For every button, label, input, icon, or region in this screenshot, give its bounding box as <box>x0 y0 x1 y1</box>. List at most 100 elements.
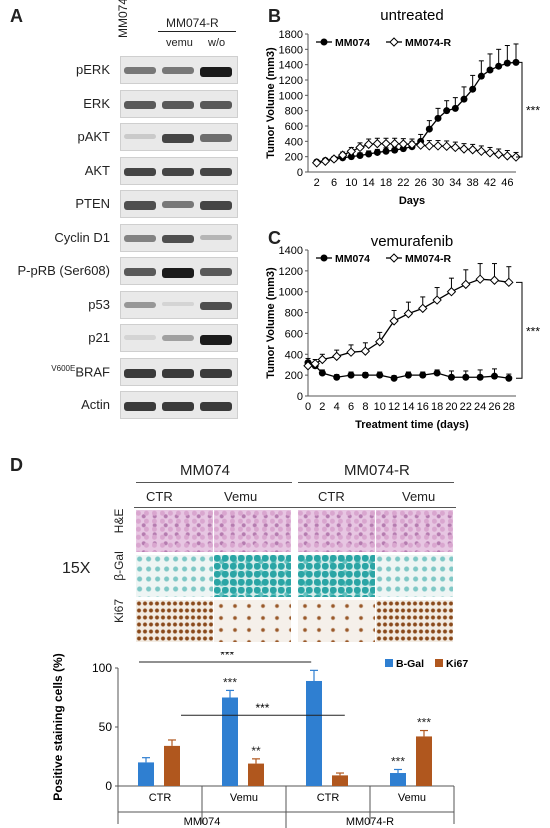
x-tick-label: 28 <box>503 401 515 413</box>
blot-band <box>124 167 156 177</box>
blot-band <box>200 368 232 378</box>
histo-group-mm074: MM074 <box>180 462 231 479</box>
x-tick-label: 4 <box>334 401 340 413</box>
data-point <box>381 138 391 149</box>
significance-label: *** <box>526 104 540 118</box>
significance-label: *** <box>526 324 540 338</box>
blot-band <box>124 301 156 308</box>
data-point <box>461 279 471 290</box>
histo-group-mm074r: MM074-R <box>344 462 410 479</box>
blot-band <box>162 368 194 378</box>
data-point <box>418 303 428 314</box>
series-line-mm074 <box>307 362 509 379</box>
lane-group-label: MM074-R <box>166 16 219 30</box>
data-point <box>310 358 320 369</box>
histo-row-bgal: β-Gal <box>112 551 126 581</box>
significance-label: *** <box>223 675 237 689</box>
legend-marker <box>320 254 328 262</box>
y-tick-label: 600 <box>285 121 303 133</box>
histo-tile-ki67-3 <box>298 600 375 642</box>
group-label: MM074-R <box>346 816 394 828</box>
blot-band <box>124 134 156 139</box>
blot-band <box>162 167 194 177</box>
blot-band <box>200 134 232 142</box>
blot-label-5: PTEN <box>75 196 110 211</box>
data-point <box>462 373 470 381</box>
x-tick-label: 18 <box>380 177 392 189</box>
data-point <box>469 85 477 93</box>
chart-title: vemurafenib <box>371 233 454 250</box>
y-tick-label: 800 <box>285 106 303 118</box>
blot-band <box>162 201 194 209</box>
y-tick-label: 400 <box>285 349 303 361</box>
panel-letter-d: D <box>10 455 23 475</box>
data-point <box>475 274 485 284</box>
comparison-label-2: *** <box>255 701 269 715</box>
legend-label: B-Gal <box>396 658 424 670</box>
x-tick-label: 24 <box>474 401 486 413</box>
x-tick-label: 10 <box>345 177 357 189</box>
histo-tile-he-1 <box>136 510 213 552</box>
data-point <box>360 346 371 356</box>
data-point <box>346 146 357 157</box>
y-tick-label: 1200 <box>279 75 303 87</box>
histo-col-vemu-2: Vemu <box>402 489 436 504</box>
legend-label: MM074 <box>335 253 370 265</box>
blot-band <box>200 167 232 177</box>
histo-col-ctr-1: CTR <box>146 489 173 504</box>
data-point <box>502 151 513 161</box>
panel-letter-a: A <box>10 6 23 26</box>
data-point <box>476 373 484 381</box>
x-tick-label: 38 <box>467 177 479 189</box>
data-point <box>490 372 498 380</box>
bar-ki67 <box>416 736 432 786</box>
y-tick-label: 1600 <box>279 44 303 56</box>
data-point <box>486 66 494 74</box>
data-point <box>318 369 326 377</box>
data-point <box>424 141 435 151</box>
lane-group-line <box>158 31 236 32</box>
category-label: Vemu <box>398 792 426 804</box>
significance-bracket <box>516 61 523 158</box>
legend-label: MM074-R <box>405 253 452 265</box>
blot-band <box>124 67 156 75</box>
panel-letter-b: B <box>268 6 281 26</box>
data-point <box>365 150 373 158</box>
bar-b-gal <box>222 697 238 786</box>
data-point <box>450 142 461 153</box>
y-tick-label: 200 <box>285 370 303 382</box>
blot-band <box>162 268 194 278</box>
data-point <box>403 308 414 319</box>
data-point <box>375 337 385 347</box>
y-tick-label: 0 <box>105 779 112 793</box>
histo-tile-he-4 <box>376 510 453 552</box>
lane-label-vemu: vemu <box>166 37 193 49</box>
y-tick-label: 600 <box>285 328 303 340</box>
blot-band <box>200 100 232 109</box>
x-tick-label: 14 <box>402 401 414 413</box>
data-point <box>391 146 399 154</box>
histo-col-ctr-2: CTR <box>318 489 345 504</box>
data-point <box>505 374 513 382</box>
bar-b-gal <box>390 773 406 786</box>
blot-band <box>124 335 156 340</box>
data-point <box>485 148 495 158</box>
x-axis-label: Days <box>399 195 425 207</box>
histo-row-ki67: Ki67 <box>112 598 126 624</box>
data-point <box>303 361 313 371</box>
y-tick-label: 400 <box>285 136 303 148</box>
histo-tile-bgal-1 <box>136 555 213 597</box>
x-tick-label: 10 <box>374 401 386 413</box>
data-point <box>333 373 341 381</box>
histo-header-line <box>134 507 456 508</box>
data-point <box>331 351 342 362</box>
data-point <box>434 114 442 122</box>
data-point <box>311 158 322 168</box>
data-point <box>363 139 374 150</box>
y-tick-label: 1400 <box>279 60 303 72</box>
histo-tile-ki67-2 <box>214 600 291 642</box>
blot-band <box>124 201 156 210</box>
y-tick-label: 1800 <box>279 29 303 41</box>
bar-ki67 <box>248 763 264 786</box>
y-tick-label: 1000 <box>279 287 303 299</box>
